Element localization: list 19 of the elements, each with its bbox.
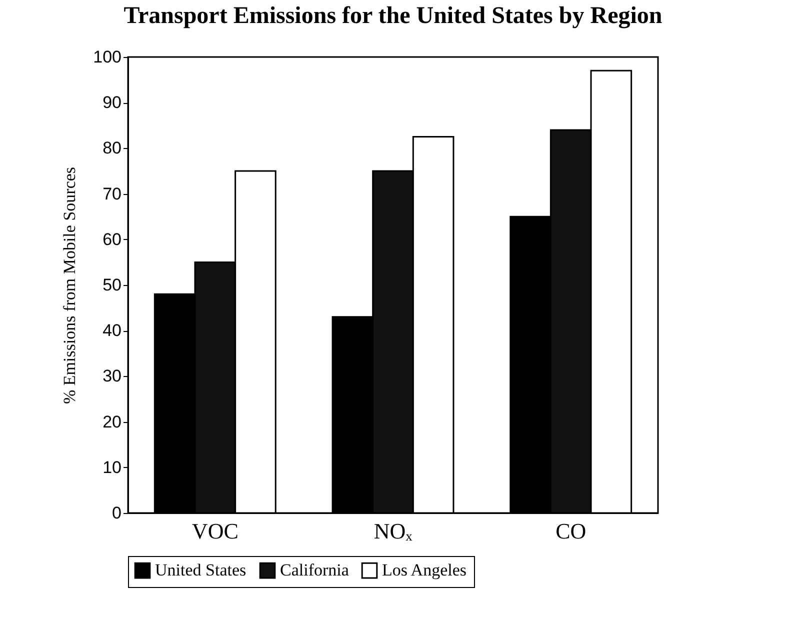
chart-title: Transport Emissions for the United States by Region xyxy=(124,3,662,29)
y-tick-label: 40 xyxy=(102,321,122,340)
y-tick-label: 80 xyxy=(102,138,122,158)
y-tick-label: 0 xyxy=(112,504,122,522)
x-tick-label: CO xyxy=(556,518,586,544)
legend-label: California xyxy=(280,560,350,580)
y-tick-label: 90 xyxy=(102,93,122,112)
y-tick-label: 20 xyxy=(102,412,122,432)
x-tick-label: VOC xyxy=(192,518,238,544)
y-tick-label: 30 xyxy=(102,366,122,386)
y-axis-title: % Emissions from Mobile Sources xyxy=(60,166,80,404)
legend-label: Los Angeles xyxy=(382,560,467,580)
y-tick-label: 50 xyxy=(102,276,122,294)
y-tick-label: 10 xyxy=(102,458,122,477)
y-tick-label: 70 xyxy=(102,184,122,204)
y-tick-label: 100 xyxy=(93,48,122,66)
legend-label: United States xyxy=(155,560,246,580)
y-tick-label: 60 xyxy=(102,230,122,249)
x-tick-label: NOₓ xyxy=(374,518,413,544)
